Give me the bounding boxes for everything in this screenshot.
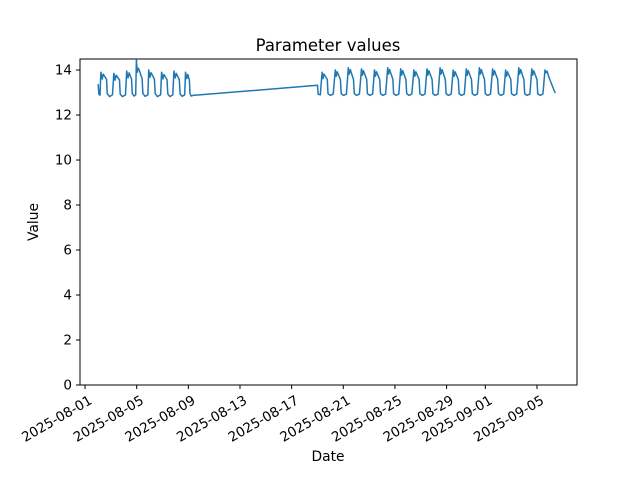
y-axis-ticks: 0 2 4 6 8 10 12 14	[55, 63, 80, 394]
y-tick-label: 12	[55, 108, 72, 124]
x-axis-ticks: 2025-08-012025-08-052025-08-092025-08-13…	[19, 385, 547, 446]
y-tick-label: 2	[63, 333, 72, 349]
chart-title: Parameter values	[256, 36, 401, 55]
x-axis-label: Date	[312, 449, 345, 465]
plot-area-frame	[79, 58, 578, 386]
y-axis-label: Value	[26, 203, 42, 241]
y-tick-label: 14	[55, 63, 72, 79]
y-tick-label: 8	[63, 198, 72, 214]
y-tick-label: 10	[55, 153, 72, 169]
y-tick-label: 6	[63, 243, 72, 259]
y-tick-label: 0	[63, 378, 72, 394]
data-line-series	[97, 59, 556, 98]
y-tick-label: 4	[63, 288, 72, 304]
